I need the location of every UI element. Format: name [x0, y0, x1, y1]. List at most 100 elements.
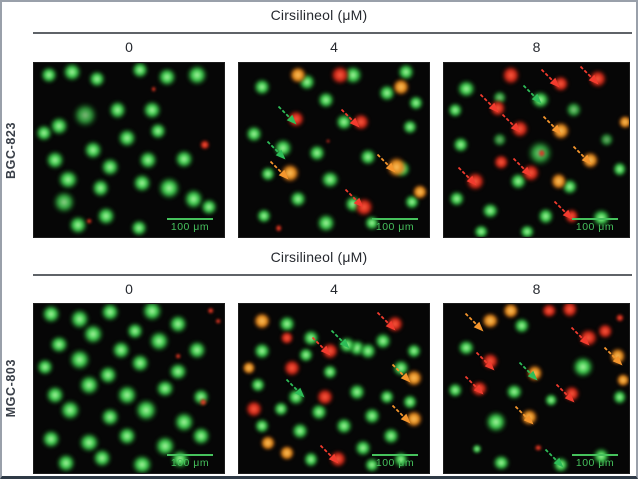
scale-bar-line	[572, 218, 618, 220]
header-rule	[33, 274, 632, 276]
cell	[591, 207, 612, 229]
cell	[617, 114, 629, 130]
concentration-labels: 0 4 8	[2, 281, 636, 298]
cell	[549, 172, 568, 191]
row-label-bgc823: BGC-823	[4, 121, 18, 179]
arrow-icon	[465, 375, 484, 395]
cell	[321, 363, 339, 381]
arrow-icon	[465, 313, 484, 332]
cell	[316, 90, 336, 110]
cell	[358, 147, 378, 167]
concentration-label-8: 8	[532, 39, 541, 55]
arrow-icon	[285, 379, 305, 398]
arrow-icon	[572, 145, 592, 165]
cell	[199, 139, 211, 151]
cell	[378, 388, 396, 406]
cell	[405, 342, 423, 360]
cell	[167, 361, 189, 383]
scale-bar-label: 100 μm	[575, 457, 615, 469]
cell	[175, 353, 182, 360]
cell	[44, 384, 66, 406]
arrow-icon	[502, 114, 521, 133]
cell	[255, 207, 273, 225]
cell	[391, 77, 410, 97]
cell	[358, 341, 378, 361]
cell	[353, 438, 372, 458]
cell	[481, 201, 500, 221]
concentration-label-0: 0	[125, 39, 133, 55]
cell	[52, 189, 77, 215]
arrow-icon	[476, 352, 495, 371]
cell	[611, 388, 629, 406]
cell	[110, 339, 132, 361]
arrow-icon	[331, 330, 350, 349]
cell	[410, 183, 429, 201]
scale-bar: 100 μm	[369, 218, 421, 233]
arrow-icon	[457, 166, 477, 186]
cell	[543, 392, 559, 408]
cell	[488, 98, 507, 118]
cell	[481, 352, 500, 371]
cell	[277, 314, 296, 334]
arrow-icon	[513, 157, 532, 177]
cell	[40, 304, 62, 325]
panel-row-mgc803: MGC-803 100 μm 100 μm 100 μm	[2, 303, 636, 474]
concentration-labels: 0 4 8	[2, 39, 636, 56]
cell	[307, 143, 327, 163]
cell	[465, 171, 486, 192]
cell	[125, 321, 145, 341]
cell	[137, 149, 159, 171]
cell	[56, 168, 80, 191]
cell	[253, 417, 271, 435]
section-mgc803: Cirsilineol (μM) 0 4 8 MGC-803 100 μm 10…	[2, 248, 636, 474]
cell	[512, 316, 531, 336]
arrow-icon	[570, 326, 590, 346]
cell	[278, 330, 295, 346]
cell	[570, 354, 595, 379]
cell	[131, 172, 153, 194]
cell	[288, 65, 308, 85]
cell	[315, 387, 334, 407]
cell	[35, 357, 55, 377]
scale-bar: 100 μm	[569, 454, 621, 469]
cell	[447, 189, 467, 208]
cell	[471, 443, 483, 455]
cell	[81, 323, 105, 346]
cell	[258, 434, 277, 452]
arrow-icon	[270, 161, 289, 180]
arrow-icon	[522, 84, 542, 104]
cell	[385, 314, 405, 334]
cell	[615, 312, 625, 323]
cell	[147, 329, 171, 353]
cell	[173, 148, 195, 170]
scale-bar-label: 100 μm	[375, 221, 415, 233]
micrograph-bgc823-8um: 100 μm	[443, 62, 630, 238]
cell	[319, 169, 341, 191]
cell	[381, 426, 401, 446]
arrow-icon	[344, 189, 363, 208]
cell	[140, 304, 164, 323]
micrograph-mgc803-8um: 100 μm	[443, 303, 630, 474]
cell	[99, 156, 121, 178]
scale-bar-line	[167, 454, 213, 456]
cell	[82, 139, 104, 161]
cell	[534, 443, 543, 452]
arrow-icon	[312, 336, 331, 356]
arrow-icon	[319, 445, 339, 464]
cell	[616, 372, 629, 388]
cell	[130, 453, 154, 473]
cell	[199, 197, 219, 217]
cell	[156, 66, 178, 88]
cell	[456, 78, 477, 100]
cell	[491, 131, 508, 148]
cell	[275, 224, 283, 233]
cell	[116, 127, 138, 149]
cell	[347, 382, 367, 402]
cell	[272, 400, 290, 418]
cell	[107, 99, 129, 121]
cell	[240, 360, 257, 376]
cell	[541, 304, 558, 320]
concentration-label-0: 0	[125, 281, 133, 297]
cell	[258, 165, 277, 183]
cell	[493, 153, 510, 171]
